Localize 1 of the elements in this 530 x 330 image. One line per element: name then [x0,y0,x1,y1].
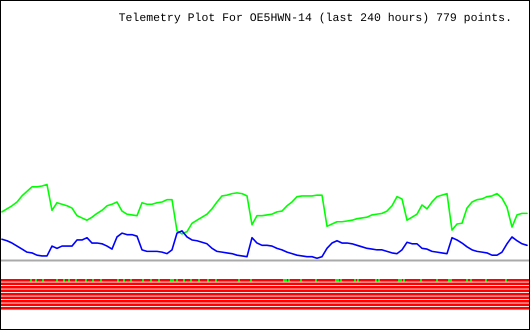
chart-title: Telemetry Plot For OE5HWN-14 (last 240 hours) 779 points. [118,12,512,25]
